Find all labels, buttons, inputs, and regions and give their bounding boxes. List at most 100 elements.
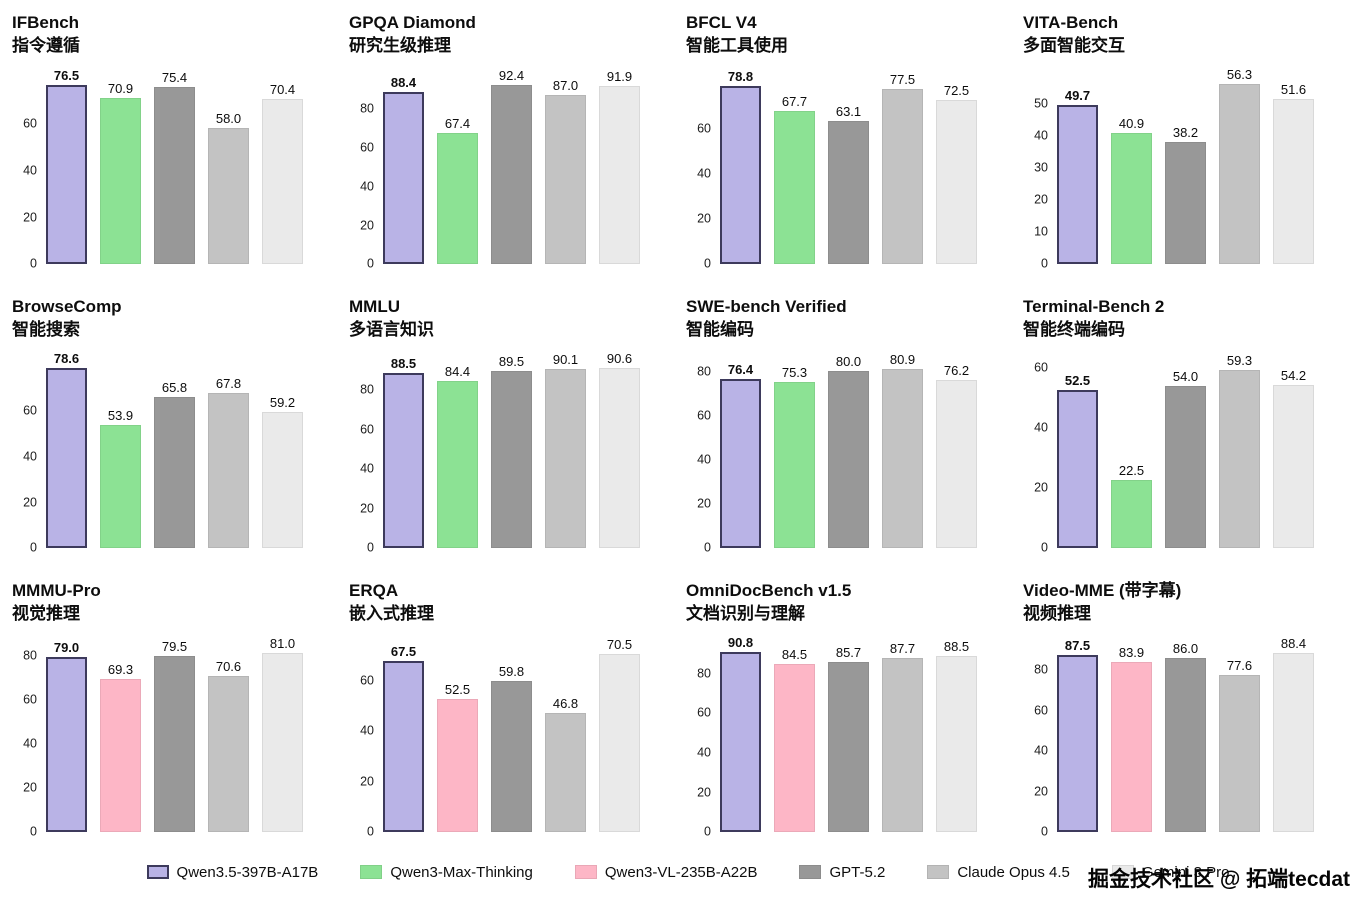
chart-plot: 0 20 40 60 80 88.4 67.4 92.4 87.0 91.9 bbox=[349, 68, 672, 270]
bar bbox=[1111, 662, 1152, 832]
y-tick-label: 20 bbox=[1034, 192, 1048, 207]
bar-value-label: 67.5 bbox=[390, 644, 417, 660]
bar-column: 54.2 bbox=[1273, 369, 1314, 548]
bar-column: 67.8 bbox=[208, 377, 249, 548]
chart-subtitle: 研究生级推理 bbox=[349, 35, 451, 55]
bar-column: 76.5 bbox=[46, 69, 87, 264]
benchmark-chart: MMMU-Pro 视觉推理 0 20 40 60 80 79.0 69.3 79.5 70.6 81.… bbox=[12, 580, 335, 837]
bar-column: 52.5 bbox=[437, 683, 478, 832]
y-tick-label: 40 bbox=[1034, 420, 1048, 435]
chart-title: IFBench bbox=[12, 13, 80, 32]
y-tick-label: 60 bbox=[360, 672, 374, 687]
y-tick-label: 0 bbox=[367, 256, 374, 271]
bar bbox=[46, 368, 87, 548]
y-tick-label: 20 bbox=[23, 494, 37, 509]
bar bbox=[1111, 480, 1152, 548]
bar-column: 59.2 bbox=[262, 395, 303, 548]
bar bbox=[828, 371, 869, 548]
bar bbox=[154, 397, 195, 548]
bar-value-label: 67.4 bbox=[444, 116, 471, 132]
benchmark-chart: MMLU 多语言知识 0 20 40 60 80 88.5 84.4 89.5 90.1 90.6 bbox=[349, 296, 672, 554]
y-tick-label: 80 bbox=[23, 647, 37, 662]
y-tick-label: 20 bbox=[360, 217, 374, 232]
bar bbox=[720, 379, 761, 548]
bar-column: 52.5 bbox=[1057, 374, 1098, 548]
bar-column: 75.3 bbox=[774, 366, 815, 548]
bar bbox=[491, 680, 532, 832]
bar bbox=[720, 651, 761, 832]
bar-column: 70.6 bbox=[208, 660, 249, 832]
bar bbox=[1219, 674, 1260, 832]
chart-subtitle: 视觉推理 bbox=[12, 603, 80, 623]
y-axis: 0 20 40 60 80 bbox=[349, 356, 383, 553]
bar-value-label: 90.8 bbox=[727, 634, 754, 650]
legend-item: Claude Opus 4.5 bbox=[927, 864, 1070, 881]
bars-area: 78.6 53.9 65.8 67.8 59.2 bbox=[46, 352, 303, 548]
legend-item: Qwen3.5-397B-A17B bbox=[146, 864, 318, 881]
y-tick-label: 40 bbox=[697, 166, 711, 181]
bar bbox=[437, 133, 478, 264]
bars-area: 87.5 83.9 86.0 77.6 88.4 bbox=[1057, 635, 1314, 832]
bar-value-label: 49.7 bbox=[1064, 87, 1091, 103]
chart-plot: 0 20 40 60 80 87.5 83.9 86.0 77.6 88.4 bbox=[1023, 635, 1346, 837]
bar-column: 79.5 bbox=[154, 640, 195, 832]
bar bbox=[1165, 385, 1206, 548]
bar bbox=[828, 121, 869, 264]
bar-value-label: 90.1 bbox=[552, 352, 579, 368]
bar bbox=[1273, 652, 1314, 832]
bar-column: 77.6 bbox=[1219, 659, 1260, 832]
bar-value-label: 91.9 bbox=[606, 68, 633, 84]
benchmark-chart: VITA-Bench 多面智能交互 0 10 20 30 40 50 49.7 40.9 38.2 5… bbox=[1023, 12, 1346, 270]
bar-value-label: 88.4 bbox=[1280, 635, 1307, 651]
y-tick-label: 0 bbox=[1041, 540, 1048, 555]
legend: Qwen3.5-397B-A17B Qwen3-Max-Thinking Qwen3… bbox=[0, 864, 1366, 881]
y-tick-label: 20 bbox=[360, 773, 374, 788]
bar bbox=[599, 85, 640, 264]
bar-column: 67.5 bbox=[383, 645, 424, 832]
bar bbox=[46, 84, 87, 264]
bar-column: 70.5 bbox=[599, 638, 640, 832]
chart-subtitle: 多语言知识 bbox=[349, 319, 434, 339]
bar bbox=[437, 380, 478, 548]
bar-value-label: 59.2 bbox=[269, 395, 296, 411]
bar-value-label: 70.6 bbox=[215, 658, 242, 674]
y-tick-label: 20 bbox=[1034, 783, 1048, 798]
bar-value-label: 54.2 bbox=[1280, 368, 1307, 384]
y-axis: 0 20 40 60 bbox=[349, 640, 383, 838]
bar bbox=[1111, 133, 1152, 264]
y-axis: 0 20 40 60 80 bbox=[349, 72, 383, 269]
bar-column: 86.0 bbox=[1165, 642, 1206, 832]
bar bbox=[545, 713, 586, 832]
bar-column: 63.1 bbox=[828, 105, 869, 264]
y-tick-label: 0 bbox=[1041, 824, 1048, 839]
benchmark-chart: SWE-bench Verified 智能编码 0 20 40 60 80 76.4 75.3 8… bbox=[686, 296, 1009, 554]
benchmark-chart: Video-MME (带字幕) 视频推理 0 20 40 60 80 87.5 83.9 86.0… bbox=[1023, 580, 1346, 837]
bar-value-label: 46.8 bbox=[552, 696, 579, 712]
y-tick-label: 40 bbox=[1034, 128, 1048, 143]
legend-label: Gemini 3 Pro bbox=[1141, 863, 1230, 881]
chart-subtitle: 视频推理 bbox=[1023, 603, 1091, 623]
bar-column: 77.5 bbox=[882, 73, 923, 264]
bar-value-label: 84.4 bbox=[444, 363, 471, 379]
y-tick-label: 40 bbox=[23, 162, 37, 177]
y-axis: 0 20 40 60 bbox=[12, 72, 46, 270]
y-tick-label: 0 bbox=[30, 540, 37, 555]
bars-area: 52.5 22.5 54.0 59.3 54.2 bbox=[1057, 354, 1314, 548]
y-tick-label: 80 bbox=[697, 666, 711, 681]
bar bbox=[491, 84, 532, 264]
bar bbox=[774, 664, 815, 832]
bar-column: 87.5 bbox=[1057, 639, 1098, 832]
bar bbox=[1219, 369, 1260, 548]
bar bbox=[154, 656, 195, 832]
y-tick-label: 80 bbox=[360, 101, 374, 116]
bar-value-label: 72.5 bbox=[943, 83, 970, 99]
bar bbox=[882, 658, 923, 832]
bar bbox=[936, 379, 977, 548]
bar-value-label: 87.0 bbox=[552, 78, 579, 94]
y-tick-label: 60 bbox=[697, 121, 711, 136]
y-tick-label: 60 bbox=[23, 691, 37, 706]
bar-column: 90.8 bbox=[720, 636, 761, 832]
bars-area: 90.8 84.5 85.7 87.7 88.5 bbox=[720, 636, 977, 832]
benchmark-chart: Terminal-Bench 2 智能终端编码 0 20 40 60 52.5 22.5 54.… bbox=[1023, 296, 1346, 554]
